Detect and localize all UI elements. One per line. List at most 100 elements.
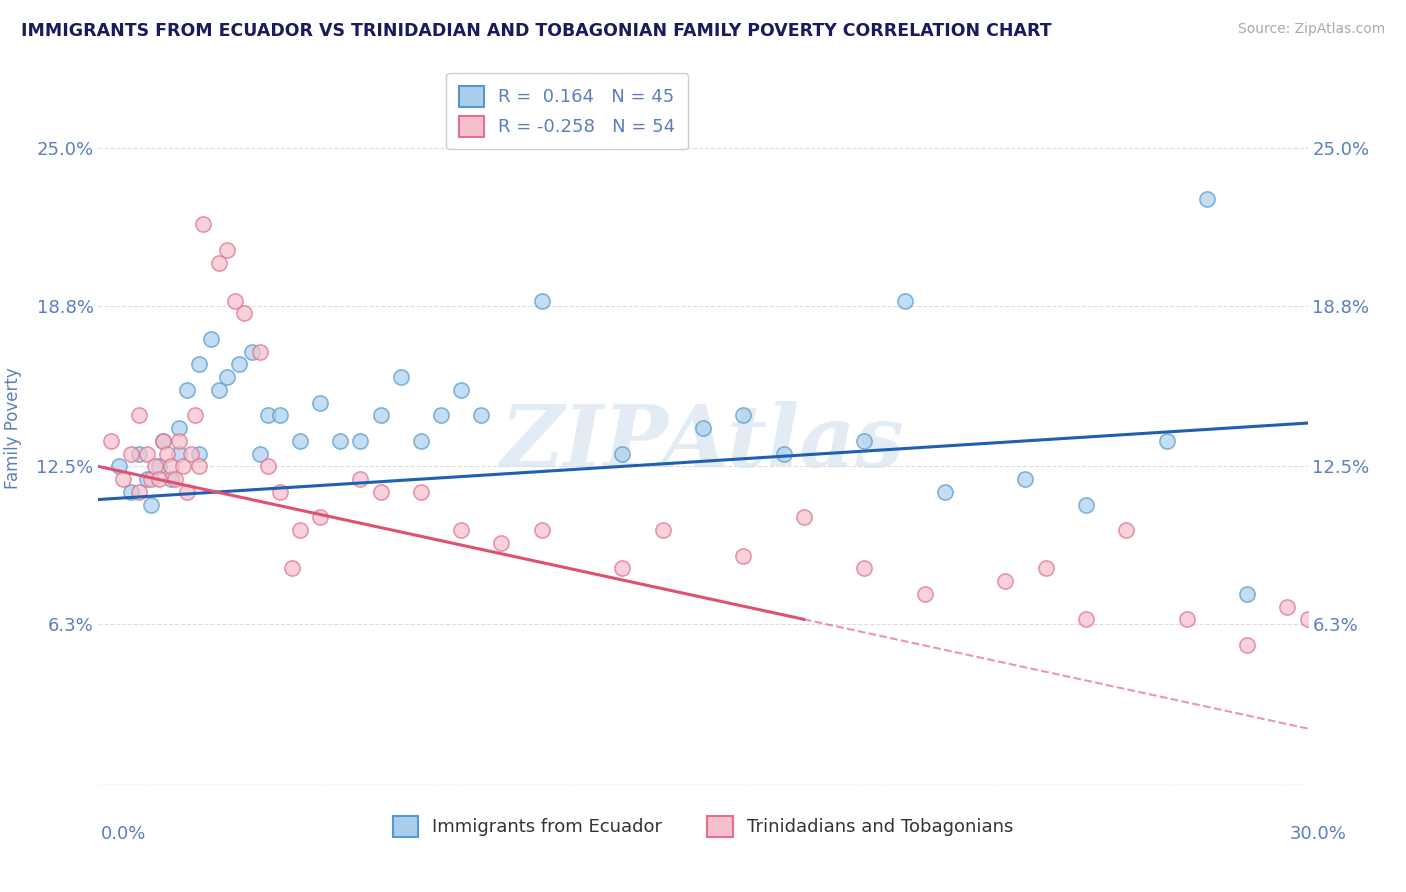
Point [1236, 638, 1258, 652]
Point [530, 293, 553, 308]
Point [107, 459, 129, 474]
Point [329, 434, 352, 448]
Y-axis label: Family Poverty: Family Poverty [4, 368, 22, 489]
Point [853, 434, 876, 448]
Point [100, 434, 122, 448]
Point [893, 293, 915, 308]
Point [128, 409, 150, 423]
Point [148, 472, 170, 486]
Point [994, 574, 1017, 588]
Point [1236, 587, 1258, 601]
Point [160, 459, 183, 474]
Point [232, 306, 254, 320]
Point [120, 484, 142, 499]
Point [612, 447, 634, 461]
Point [853, 561, 876, 575]
Point [128, 484, 150, 499]
Point [120, 447, 142, 461]
Point [349, 434, 371, 448]
Text: 0.0%: 0.0% [101, 825, 146, 843]
Point [1337, 676, 1360, 690]
Point [1074, 612, 1097, 626]
Point [163, 472, 186, 486]
Point [733, 549, 755, 563]
Point [530, 523, 553, 537]
Point [772, 447, 794, 461]
Point [1195, 192, 1218, 206]
Point [135, 447, 157, 461]
Point [1014, 472, 1036, 486]
Point [370, 409, 392, 423]
Point [240, 344, 263, 359]
Point [152, 434, 174, 448]
Point [409, 434, 432, 448]
Point [430, 409, 453, 423]
Point [288, 434, 311, 448]
Point [139, 472, 162, 486]
Point [167, 447, 190, 461]
Point [139, 498, 162, 512]
Point [389, 370, 412, 384]
Point [612, 561, 634, 575]
Point [934, 484, 956, 499]
Point [111, 472, 134, 486]
Point [184, 409, 207, 423]
Point [208, 383, 231, 397]
Point [176, 484, 198, 499]
Point [349, 472, 371, 486]
Point [914, 587, 936, 601]
Point [188, 358, 211, 372]
Point [217, 370, 239, 384]
Point [733, 409, 755, 423]
Point [1316, 638, 1339, 652]
Point [256, 459, 278, 474]
Point [128, 447, 150, 461]
Point [409, 484, 432, 499]
Legend: Immigrants from Ecuador, Trinidadians and Tobagonians: Immigrants from Ecuador, Trinidadians an… [385, 808, 1021, 844]
Point [176, 383, 198, 397]
Point [208, 255, 231, 269]
Point [1156, 434, 1178, 448]
Point [1296, 612, 1319, 626]
Point [249, 344, 271, 359]
Point [228, 358, 250, 372]
Point [224, 293, 246, 308]
Point [1357, 676, 1379, 690]
Point [793, 510, 815, 524]
Point [1074, 498, 1097, 512]
Point [288, 523, 311, 537]
Point [309, 395, 332, 409]
Point [470, 409, 492, 423]
Point [281, 561, 304, 575]
Point [180, 447, 202, 461]
Point [1035, 561, 1057, 575]
Point [188, 459, 211, 474]
Point [269, 484, 291, 499]
Point [172, 459, 194, 474]
Text: IMMIGRANTS FROM ECUADOR VS TRINIDADIAN AND TOBAGONIAN FAMILY POVERTY CORRELATION: IMMIGRANTS FROM ECUADOR VS TRINIDADIAN A… [21, 22, 1052, 40]
Point [152, 434, 174, 448]
Point [450, 523, 472, 537]
Point [167, 421, 190, 435]
Point [1115, 523, 1137, 537]
Point [188, 447, 211, 461]
Point [148, 459, 170, 474]
Point [160, 472, 183, 486]
Point [491, 90, 513, 104]
Point [217, 243, 239, 257]
Point [651, 523, 673, 537]
Point [1175, 612, 1198, 626]
Point [249, 447, 271, 461]
Point [1277, 599, 1299, 614]
Point [269, 409, 291, 423]
Point [309, 510, 332, 524]
Point [491, 536, 513, 550]
Point [1376, 681, 1399, 695]
Point [450, 383, 472, 397]
Point [200, 332, 222, 346]
Text: 30.0%: 30.0% [1291, 825, 1347, 843]
Point [156, 447, 179, 461]
Text: ZIPAtlas: ZIPAtlas [501, 401, 905, 484]
Point [370, 484, 392, 499]
Point [256, 409, 278, 423]
